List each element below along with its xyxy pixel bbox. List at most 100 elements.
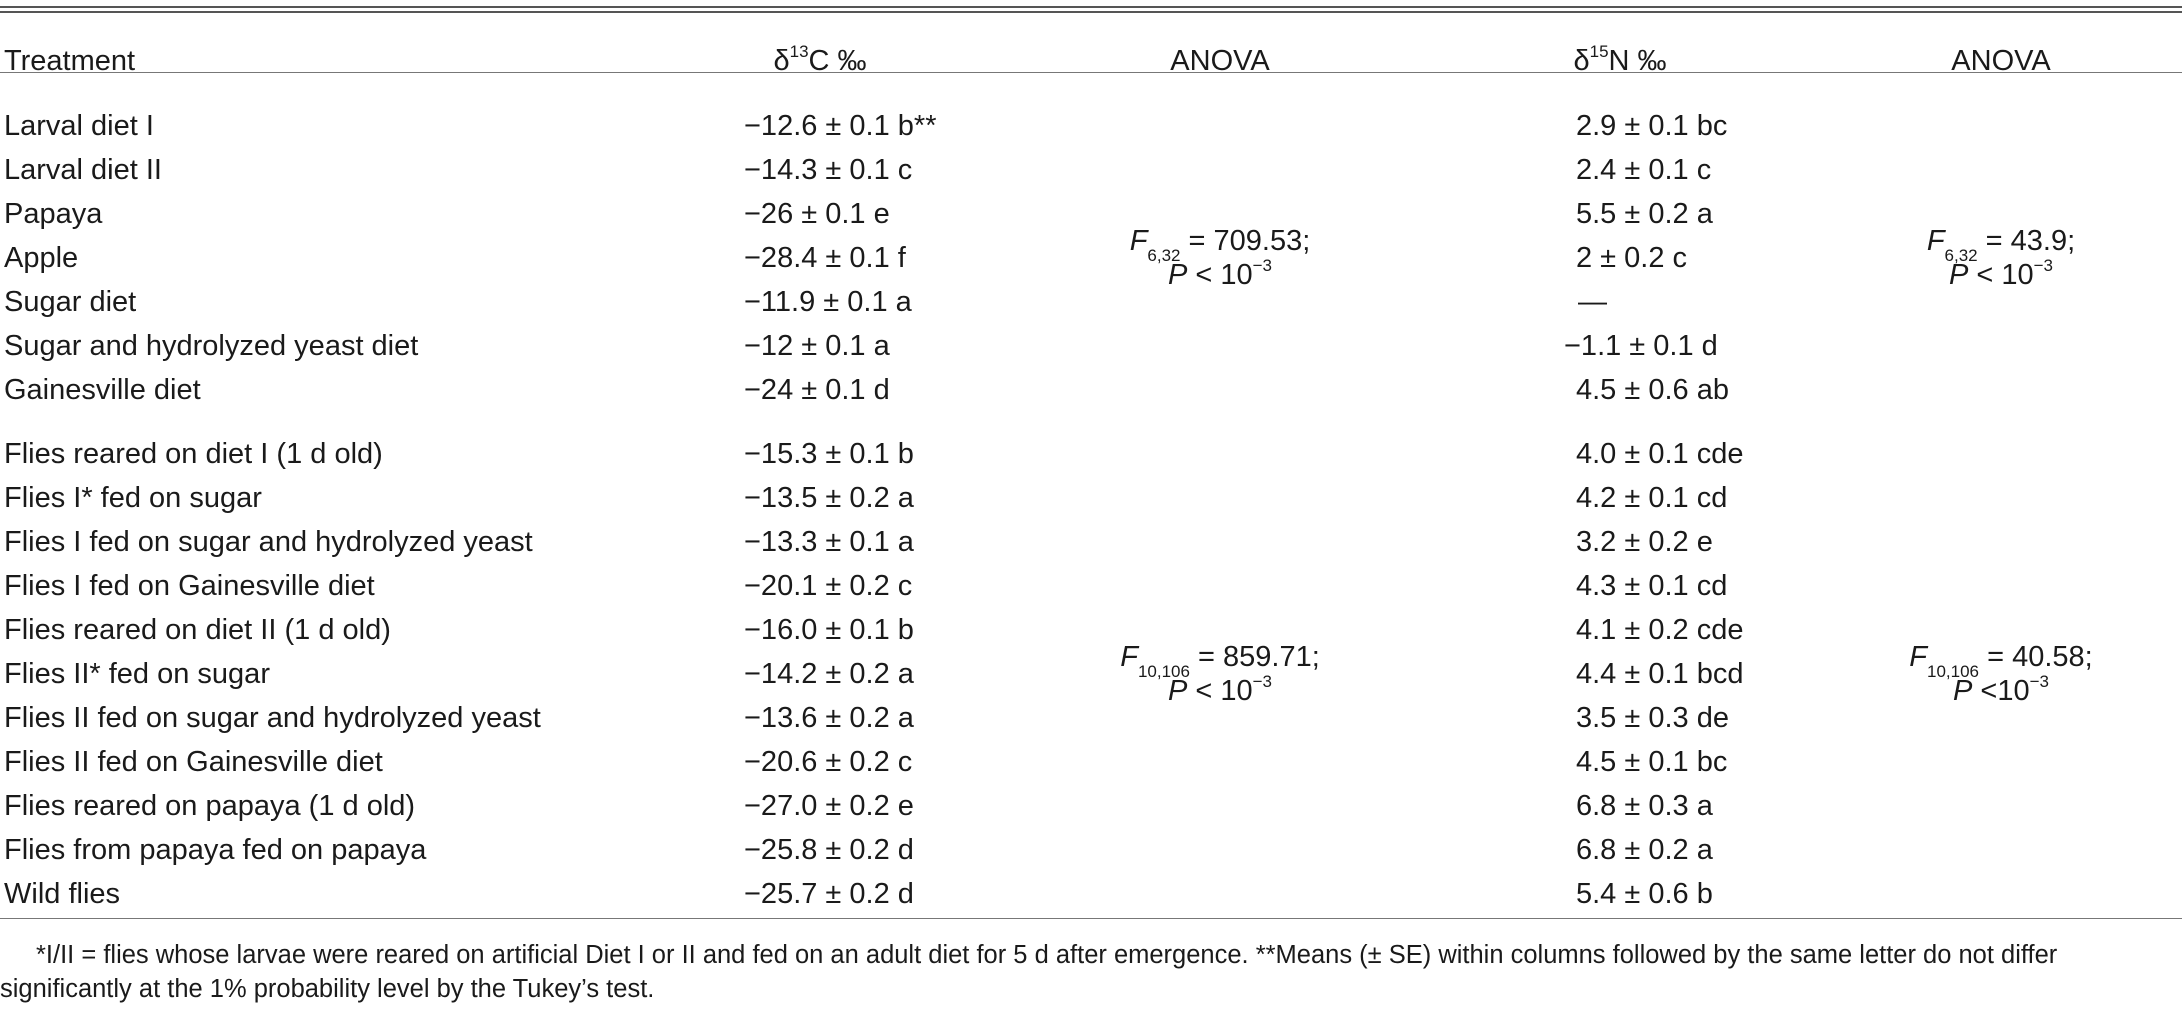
anova-exp: −3	[1252, 672, 1273, 692]
isotope-table: Treatment δ13C ‰ ANOVA δ15N ‰ ANOVA Larv…	[0, 26, 2182, 916]
col-header-anova-n: ANOVA	[1951, 44, 2051, 77]
anova-p-rest: <10	[1972, 675, 2030, 707]
anova-df: 10,106	[1137, 661, 1190, 681]
d13c-cell: −24 ± 0.1 d	[744, 373, 890, 406]
treatment-cell: Flies reared on diet I (1 d old)	[4, 437, 383, 470]
d15n-cell: 4.1 ± 0.2 cde	[1576, 613, 1744, 646]
d13c-cell: −12 ± 0.1 a	[744, 329, 890, 362]
d13c-cell: −13.3 ± 0.1 a	[744, 525, 914, 558]
col-header-d13c: δ13C ‰	[620, 26, 1020, 96]
d13c-cell: −11.9 ± 0.1 a	[744, 285, 912, 318]
d15n-cell: 4.4 ± 0.1 bcd	[1576, 657, 1744, 690]
treatment-cell: Flies II fed on Gainesville diet	[4, 745, 383, 778]
d13c-cell: −12.6 ± 0.1 b**	[744, 109, 937, 142]
d13c-cell: −25.8 ± 0.2 d	[744, 833, 914, 866]
table-row: Gainesville diet −24 ± 0.1 d 4.5 ± 0.6 a…	[0, 368, 2182, 412]
d15n-cell: 2.9 ± 0.1 bc	[1576, 109, 1728, 142]
anova-f: F	[1120, 641, 1138, 673]
table-row: Sugar and hydrolyzed yeast diet −12 ± 0.…	[0, 324, 2182, 368]
treatment-cell: Apple	[4, 241, 79, 274]
table-row: Apple −28.4 ± 0.1 f 2 ± 0.2 c	[0, 236, 2182, 280]
anova-exp: −3	[2033, 256, 2054, 276]
treatment-cell: Sugar and hydrolyzed yeast diet	[4, 329, 419, 362]
anova-df: 10,106	[1927, 661, 1980, 681]
anova-exp: −3	[1252, 256, 1273, 276]
d15n-cell: 3.5 ± 0.3 de	[1576, 701, 1729, 734]
anova-fval: = 859.71;	[1189, 641, 1320, 673]
d15n-cell: 6.8 ± 0.2 a	[1576, 833, 1713, 866]
anova-fval: = 709.53;	[1180, 225, 1311, 257]
d13c-cell: −14.3 ± 0.1 c	[744, 153, 913, 186]
d13c-sup: 13	[789, 41, 809, 61]
col-header-d15n: δ15N ‰	[1420, 26, 1820, 96]
top-rule-outer	[0, 6, 2182, 8]
d13c-cell: −27.0 ± 0.2 e	[744, 789, 914, 822]
anova-c-group1: F6,32 = 709.53; P < 10−3	[1020, 96, 1420, 412]
treatment-cell: Papaya	[4, 197, 103, 230]
d13c-cell: −20.1 ± 0.2 c	[744, 569, 913, 602]
anova-exp: −3	[2029, 672, 2049, 692]
table-row: Flies reared on papaya (1 d old) −27.0 ±…	[0, 784, 2182, 828]
anova-n-group1: F6,32 = 43.9; P < 10−3	[1820, 96, 2182, 412]
d15n-cell: —	[1578, 285, 1607, 318]
d13c-cell: −13.5 ± 0.2 a	[744, 481, 914, 514]
d13c-cell: −16.0 ± 0.1 b	[744, 613, 914, 646]
table-row: Flies I* fed on sugar −13.5 ± 0.2 a 4.2 …	[0, 476, 2182, 520]
group1-body: Larval diet I −12.6 ± 0.1 b** F6,32 = 70…	[0, 96, 2182, 432]
col-header-anova-c: ANOVA	[1170, 44, 1270, 77]
anova-p: P	[1953, 675, 1973, 707]
d15n-cell: 4.0 ± 0.1 cde	[1576, 437, 1744, 470]
anova-fval: = 43.9;	[1977, 225, 2076, 257]
table-row: Flies from papaya fed on papaya −25.8 ± …	[0, 828, 2182, 872]
treatment-cell: Flies from papaya fed on papaya	[4, 833, 427, 866]
anova-fval: = 40.58;	[1979, 641, 2093, 673]
anova-p-rest: < 10	[1968, 259, 2034, 291]
anova-p: P	[1167, 259, 1188, 291]
anova-p-rest: < 10	[1187, 259, 1253, 291]
d15n-cell: 4.5 ± 0.1 bc	[1576, 745, 1728, 778]
d15n-cell: 5.4 ± 0.6 b	[1576, 877, 1713, 910]
treatment-cell: Wild flies	[4, 877, 121, 910]
d15n-cell: 4.2 ± 0.1 cd	[1576, 481, 1728, 514]
spacer-cell	[0, 412, 2182, 432]
table-row: Larval diet II −14.3 ± 0.1 c 2.4 ± 0.1 c	[0, 148, 2182, 192]
d15n-delta: δ	[1573, 44, 1590, 77]
table-row: Larval diet I −12.6 ± 0.1 b** F6,32 = 70…	[0, 96, 2182, 292]
d15n-cell: 4.3 ± 0.1 cd	[1576, 569, 1728, 602]
table-row: Flies II* fed on sugar −14.2 ± 0.2 a 4.4…	[0, 652, 2182, 696]
d15n-cell: 6.8 ± 0.3 a	[1576, 789, 1713, 822]
header-row: Treatment δ13C ‰ ANOVA δ15N ‰ ANOVA	[0, 26, 2182, 96]
top-rule-inner	[0, 11, 2182, 13]
d13c-cell: −14.2 ± 0.2 a	[744, 657, 914, 690]
anova-c-group2: F10,106 = 859.71; P < 10−3	[1020, 432, 1420, 916]
d15n-cell: 2 ± 0.2 c	[1576, 241, 1688, 274]
d15n-cell: 4.5 ± 0.6 ab	[1576, 373, 1729, 406]
table-row: Flies II fed on Gainesville diet −20.6 ±…	[0, 740, 2182, 784]
table-footnote: *I/II = flies whose larvae were reared o…	[0, 941, 2058, 1003]
table-row: Flies reared on diet II (1 d old) −16.0 …	[0, 608, 2182, 652]
d13c-delta: δ	[773, 44, 790, 77]
table-row: Flies II fed on sugar and hydrolyzed yea…	[0, 696, 2182, 740]
anova-f: F	[1909, 641, 1928, 673]
treatment-cell: Larval diet II	[4, 153, 162, 186]
d13c-cell: −20.6 ± 0.2 c	[744, 745, 913, 778]
d15n-cell: 5.5 ± 0.2 a	[1576, 197, 1713, 230]
anova-p-rest: < 10	[1187, 675, 1253, 707]
d13c-cell: −25.7 ± 0.2 d	[744, 877, 914, 910]
d13c-cell: −28.4 ± 0.1 f	[744, 241, 906, 274]
col-header-treatment: Treatment	[4, 44, 136, 77]
table-row: Sugar diet −11.9 ± 0.1 a —	[0, 280, 2182, 324]
table-row: Papaya −26 ± 0.1 e 5.5 ± 0.2 a	[0, 192, 2182, 236]
anova-df: 6,32	[1944, 245, 1978, 265]
anova-p: P	[1948, 259, 1969, 291]
anova-f: F	[1129, 225, 1148, 257]
d13c-cell: −15.3 ± 0.1 b	[744, 437, 914, 470]
treatment-cell: Gainesville diet	[4, 373, 201, 406]
treatment-cell: Flies reared on papaya (1 d old)	[4, 789, 416, 822]
treatment-cell: Flies I* fed on sugar	[4, 481, 262, 514]
table-row: Flies reared on diet I (1 d old) −15.3 ±…	[0, 432, 2182, 708]
table-row: Flies I fed on Gainesville diet −20.1 ± …	[0, 564, 2182, 608]
table-row: Flies I fed on sugar and hydrolyzed yeas…	[0, 520, 2182, 564]
d15n-cell: −1.1 ± 0.1 d	[1564, 329, 1718, 362]
